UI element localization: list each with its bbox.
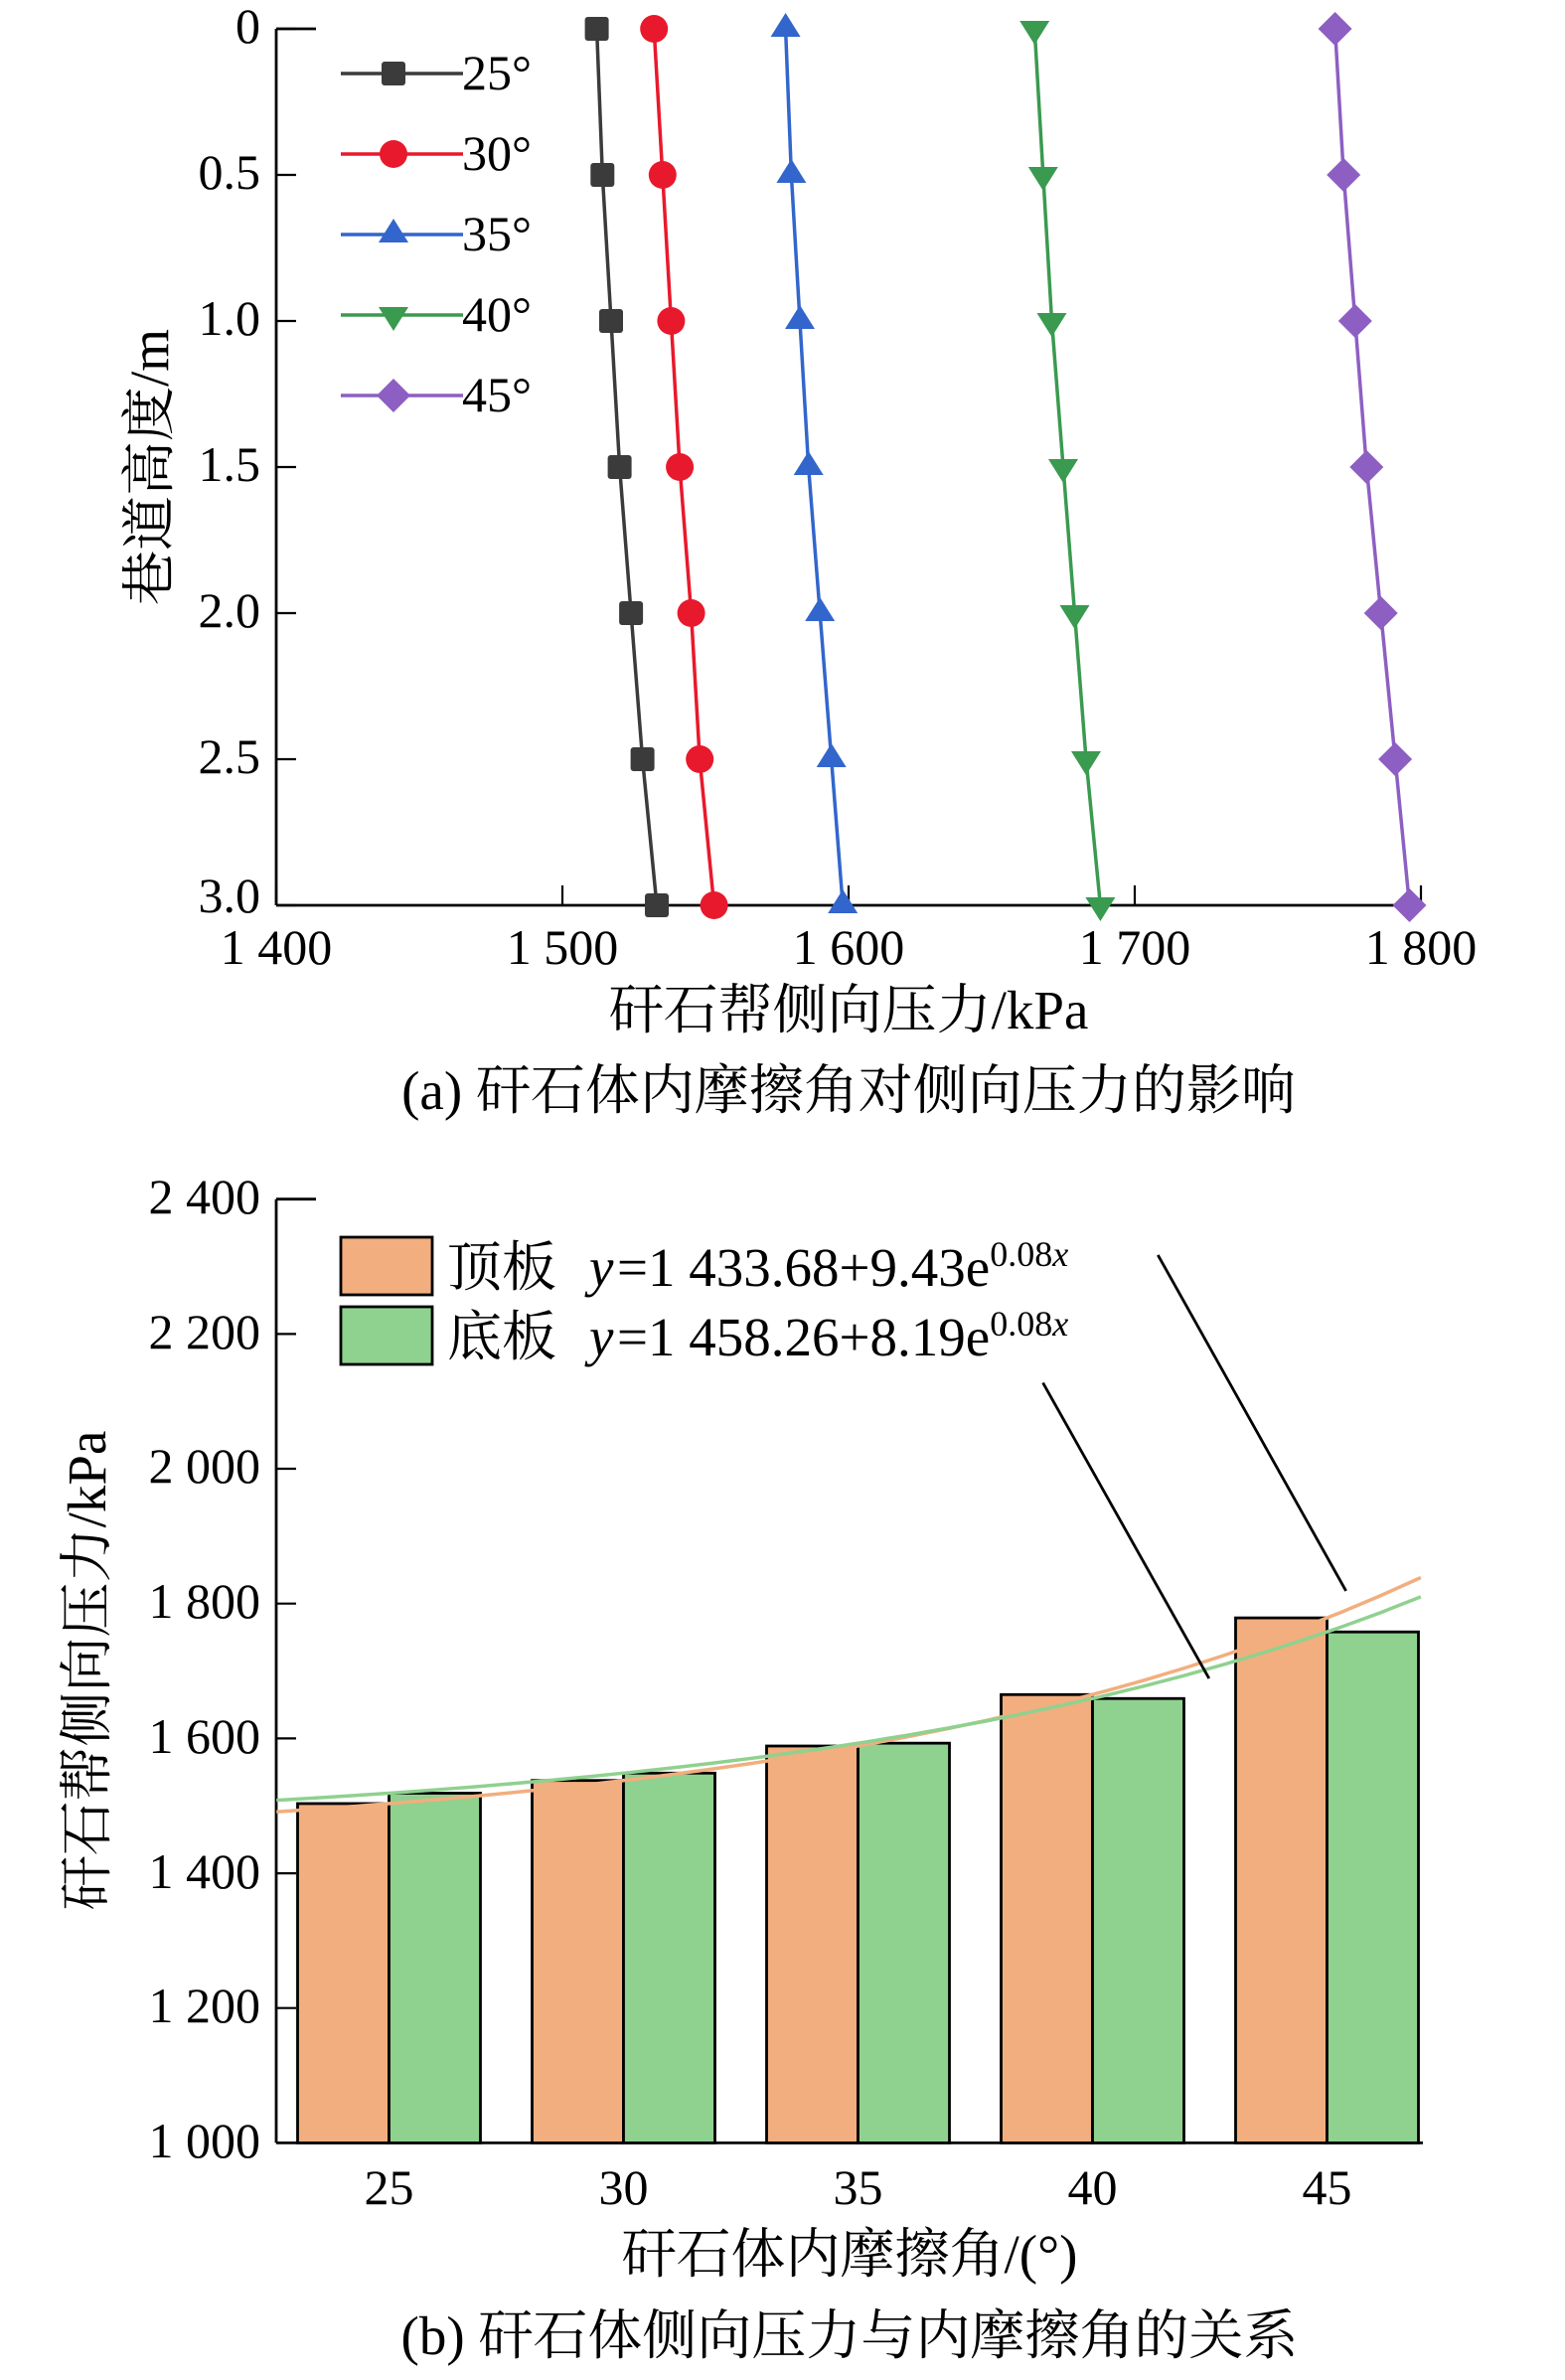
svg-text:0: 0 [235, 0, 260, 54]
svg-text:0.5: 0.5 [199, 144, 261, 200]
svg-text:1 400: 1 400 [221, 919, 333, 975]
svg-text:1 600: 1 600 [793, 919, 905, 975]
svg-text:1.5: 1.5 [199, 436, 261, 492]
svg-text:1 800: 1 800 [149, 1573, 261, 1629]
svg-text:2.5: 2.5 [199, 728, 261, 784]
svg-text:(a) 矸石体内摩擦角对侧向压力的影响: (a) 矸石体内摩擦角对侧向压力的影响 [401, 1060, 1296, 1121]
svg-text:底板: 底板 [447, 1307, 556, 1367]
svg-text:矸石体内摩擦角/(°): 矸石体内摩擦角/(°) [622, 2224, 1078, 2285]
svg-text:巷道高度/m: 巷道高度/m [119, 329, 180, 605]
svg-text:顶板: 顶板 [447, 1237, 556, 1298]
svg-text:1 400: 1 400 [149, 1843, 261, 1899]
svg-text:2 400: 2 400 [149, 1169, 261, 1224]
svg-text:(b) 矸石体侧向压力与内摩擦角的关系: (b) 矸石体侧向压力与内摩擦角的关系 [401, 2305, 1299, 2366]
svg-text:1 800: 1 800 [1365, 919, 1478, 975]
svg-text:25: 25 [365, 2159, 414, 2215]
svg-text:1 500: 1 500 [507, 919, 619, 975]
svg-text:25°: 25° [462, 45, 532, 100]
svg-text:1 200: 1 200 [149, 1978, 261, 2033]
svg-text:=1 433.68+9.43e0.08x: =1 433.68+9.43e0.08x [617, 1234, 1068, 1298]
svg-text:2 000: 2 000 [149, 1438, 261, 1494]
svg-text:45: 45 [1303, 2159, 1352, 2215]
svg-text:1 600: 1 600 [149, 1708, 261, 1764]
svg-text:35: 35 [834, 2159, 883, 2215]
svg-text:1.0: 1.0 [199, 290, 261, 346]
svg-text:30: 30 [599, 2159, 649, 2215]
svg-text:矸石帮侧向压力/kPa: 矸石帮侧向压力/kPa [57, 1431, 117, 1911]
svg-text:45°: 45° [462, 367, 532, 422]
svg-text:=1 458.26+8.19e0.08x: =1 458.26+8.19e0.08x [617, 1304, 1068, 1367]
svg-text:30°: 30° [462, 125, 532, 181]
svg-text:矸石帮侧向压力/kPa: 矸石帮侧向压力/kPa [609, 980, 1089, 1040]
svg-text:35°: 35° [462, 206, 532, 261]
svg-text:2.0: 2.0 [199, 582, 261, 638]
svg-text:40: 40 [1068, 2159, 1118, 2215]
svg-text:2 200: 2 200 [149, 1304, 261, 1359]
svg-text:3.0: 3.0 [199, 868, 261, 923]
svg-text:y: y [584, 1237, 614, 1298]
svg-text:1 000: 1 000 [149, 2113, 261, 2168]
svg-text:y: y [584, 1307, 614, 1367]
svg-text:1 700: 1 700 [1079, 919, 1191, 975]
svg-text:40°: 40° [462, 286, 532, 342]
